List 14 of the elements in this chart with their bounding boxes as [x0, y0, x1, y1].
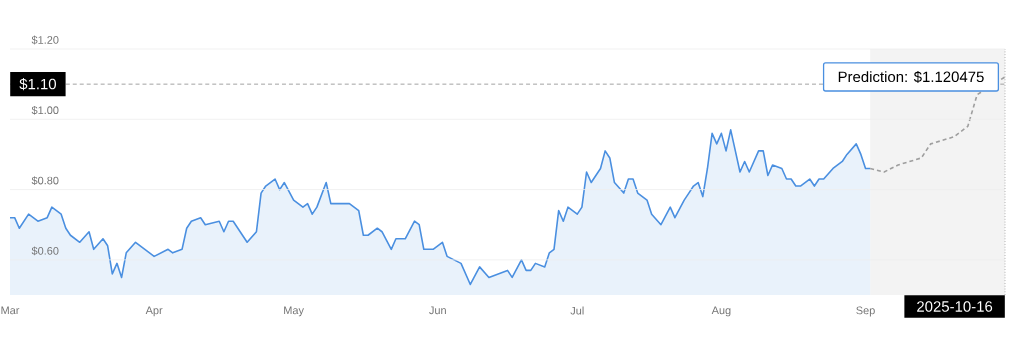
- x-tick-label: Jul: [570, 306, 584, 315]
- y-tick-label: $1.00: [31, 105, 59, 115]
- ref-line-label: 2025-10-16: [917, 301, 993, 312]
- x-tick-label: Aug: [711, 306, 731, 317]
- x-tick-label: Jun: [429, 306, 446, 315]
- annotation: Prediction: $1.120475: [838, 70, 984, 83]
- y-tick-label: $0.60: [31, 246, 59, 256]
- x-tick-label: Mar: [1, 306, 20, 315]
- x-tick-label: Apr: [145, 306, 163, 317]
- y-tick-label: $1.20: [31, 35, 59, 45]
- x-tick-label: May: [284, 306, 304, 317]
- y-tick-label: $0.80: [31, 176, 59, 186]
- ref-line-label: $1.10: [19, 78, 56, 91]
- x-tick-label: Sep: [856, 306, 875, 317]
